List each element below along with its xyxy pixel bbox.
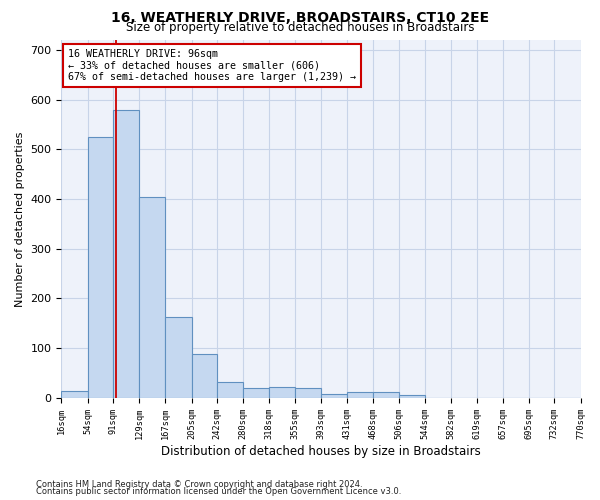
Bar <box>269 387 295 398</box>
Y-axis label: Number of detached properties: Number of detached properties <box>15 131 25 306</box>
Bar <box>88 138 113 398</box>
Bar <box>191 354 217 398</box>
Text: 16, WEATHERLY DRIVE, BROADSTAIRS, CT10 2EE: 16, WEATHERLY DRIVE, BROADSTAIRS, CT10 2… <box>111 11 489 25</box>
Bar <box>243 388 269 398</box>
Bar <box>321 394 347 398</box>
Bar <box>399 395 425 398</box>
Text: Size of property relative to detached houses in Broadstairs: Size of property relative to detached ho… <box>126 21 474 34</box>
Bar <box>166 316 191 398</box>
Bar <box>139 197 166 398</box>
Bar <box>295 388 321 398</box>
Text: Contains HM Land Registry data © Crown copyright and database right 2024.: Contains HM Land Registry data © Crown c… <box>36 480 362 489</box>
Text: Contains public sector information licensed under the Open Government Licence v3: Contains public sector information licen… <box>36 488 401 496</box>
Bar <box>61 391 88 398</box>
X-axis label: Distribution of detached houses by size in Broadstairs: Distribution of detached houses by size … <box>161 444 481 458</box>
Bar <box>113 110 139 398</box>
Bar <box>347 392 373 398</box>
Bar <box>217 382 243 398</box>
Bar <box>373 392 399 398</box>
Text: 16 WEATHERLY DRIVE: 96sqm
← 33% of detached houses are smaller (606)
67% of semi: 16 WEATHERLY DRIVE: 96sqm ← 33% of detac… <box>68 49 356 82</box>
